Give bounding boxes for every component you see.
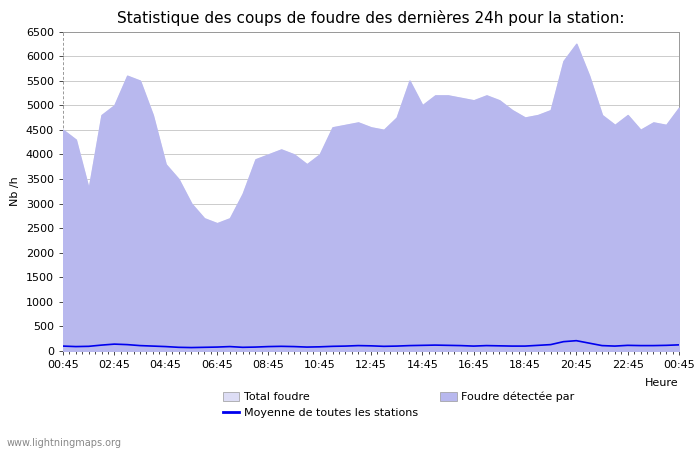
Title: Statistique des coups de foudre des dernières 24h pour la station:: Statistique des coups de foudre des dern…	[118, 10, 624, 26]
Y-axis label: Nb /h: Nb /h	[10, 176, 20, 206]
Text: Heure: Heure	[645, 378, 679, 388]
Legend: Total foudre, Moyenne de toutes les stations, Foudre détectée par: Total foudre, Moyenne de toutes les stat…	[223, 392, 575, 418]
Text: www.lightningmaps.org: www.lightningmaps.org	[7, 438, 122, 448]
